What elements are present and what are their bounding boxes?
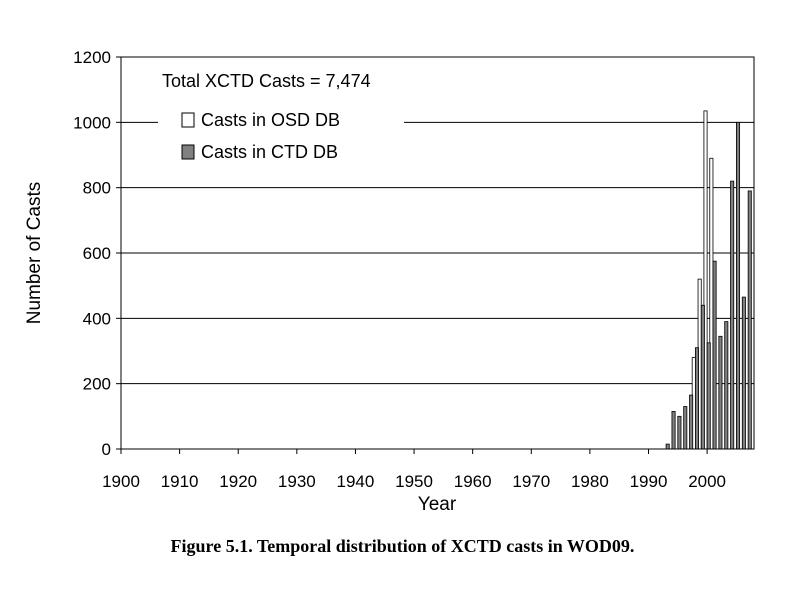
y-axis-title: Number of Casts [24,182,45,325]
legend-label-osd: Casts in OSD DB [201,110,340,130]
y-tick-label: 800 [83,179,111,198]
ctd-bar-2002 [718,335,723,450]
y-tick-label: 400 [83,309,111,328]
ctd-bar-2006 [741,296,746,450]
y-tick-label: 1000 [73,113,111,132]
y-tick-label: 600 [83,244,111,263]
y-tick-label: 1200 [73,48,111,67]
y-tick-label: 0 [102,440,111,459]
ctd-bar-1996 [683,406,688,450]
x-axis-ticks: 1900 1910 1920 1930 1940 1950 1960 1970 1980 1990… [102,449,726,491]
ctd-bar-2000 [706,342,711,450]
x-tick-label: 1970 [512,472,550,491]
ctd-bar-2001 [712,260,717,450]
x-tick-label: 1990 [630,472,668,491]
ctd-bar-1997 [689,394,694,450]
ctd-bar-2003 [724,321,729,450]
x-tick-label: 1920 [219,472,257,491]
ctd-bar-2005 [736,121,741,450]
figure-caption: Figure 5.1. Temporal distribution of XCT… [170,536,635,556]
x-tick-label: 1930 [278,472,316,491]
legend: Total XCTD Casts = 7,474 Casts in OSD DB… [158,64,404,172]
ctd-bar-1998 [694,347,699,450]
total-casts-annotation: Total XCTD Casts = 7,474 [162,71,371,91]
x-tick-label: 2000 [688,472,726,491]
legend-label-ctd: Casts in CTD DB [201,142,338,162]
y-axis-ticks: 0 200 400 600 800 1000 1200 [73,48,121,459]
ctd-bar-2004 [730,180,735,450]
x-tick-label: 1980 [571,472,609,491]
ctd-bar-1995 [677,415,682,450]
ctd-bar-2007 [747,190,752,450]
legend-bg [158,64,404,172]
x-tick-label: 1960 [454,472,492,491]
y-tick-label: 200 [83,375,111,394]
legend-swatch-osd [181,112,195,128]
x-axis-title: Year [418,494,457,515]
bars [665,110,752,450]
ctd-bar-1993 [665,443,670,450]
ctd-bar-1994 [671,411,676,450]
x-tick-label: 1900 [102,472,140,491]
x-tick-label: 1950 [395,472,433,491]
x-tick-label: 1910 [161,472,199,491]
ctd-bar-1999 [700,304,705,450]
legend-swatch-ctd [181,144,195,160]
x-tick-label: 1940 [337,472,375,491]
